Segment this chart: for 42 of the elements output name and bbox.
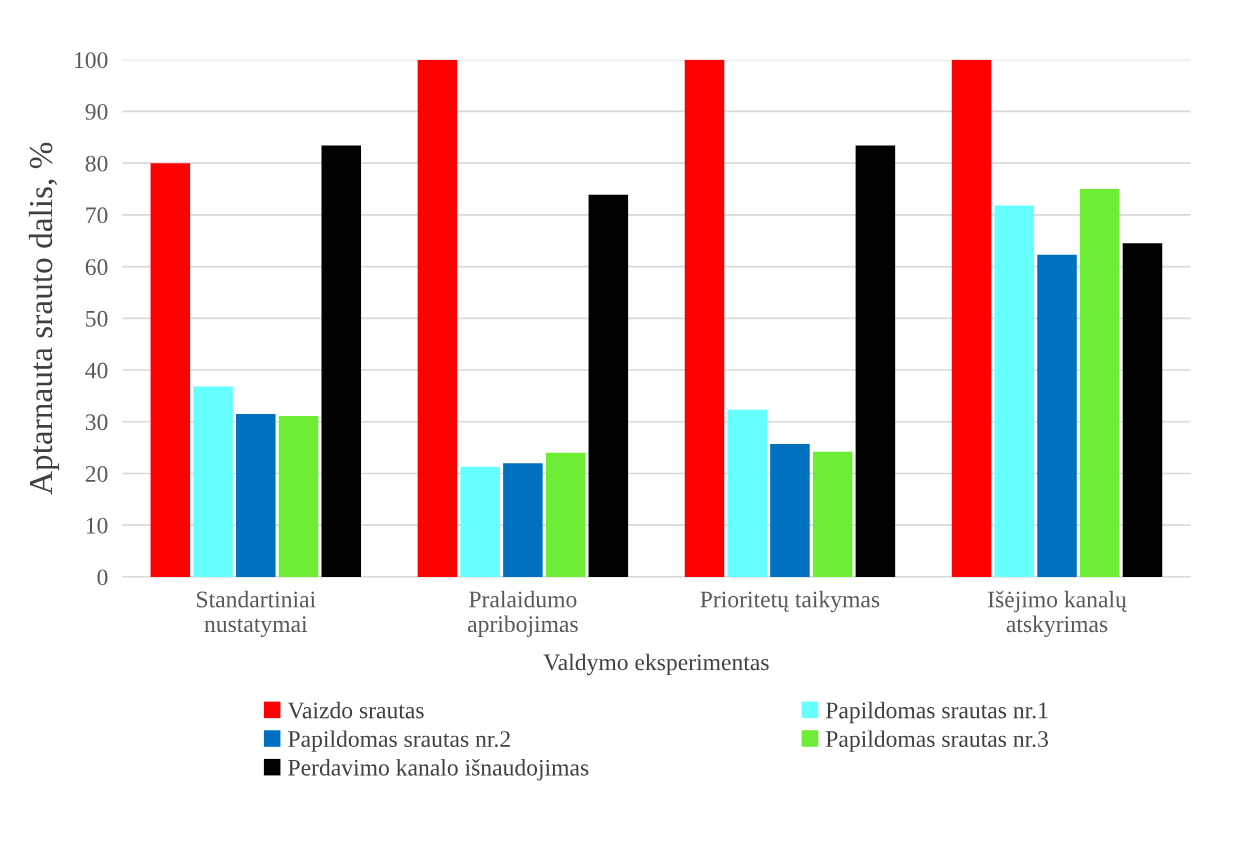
- legend-label: Perdavimo kanalo išnaudojimas: [288, 759, 589, 781]
- bar: [1122, 243, 1163, 577]
- x-axis-title: Valdymo eksperimentas: [543, 653, 769, 676]
- y-tick-label: 30: [85, 414, 108, 431]
- bar: [727, 409, 767, 577]
- bar: [460, 466, 500, 577]
- bar: [855, 145, 896, 577]
- bar: [812, 451, 853, 577]
- bar: [684, 59, 725, 577]
- bar: [417, 59, 458, 577]
- bar: [588, 194, 629, 577]
- y-tick-label: 40: [85, 362, 108, 379]
- legend-label: Papildomas srautas nr.2: [288, 730, 510, 752]
- bar: [150, 163, 191, 577]
- y-tick-label: 80: [85, 155, 108, 172]
- x-tick-label: Prioritetų taikymas: [700, 590, 880, 613]
- x-tick-label: Išėjimo kanalų atskyrimas: [988, 590, 1127, 638]
- y-tick-label: 10: [86, 517, 108, 534]
- y-tick-label: 70: [86, 207, 108, 224]
- bar: [321, 145, 362, 577]
- bar: [193, 386, 233, 577]
- y-axis-title: Aptarnauta srauto dalis, %: [28, 142, 60, 495]
- bar: [770, 444, 810, 577]
- bar: [503, 463, 543, 577]
- legend-label: Vaizdo srautas: [287, 701, 424, 719]
- bar: [1079, 189, 1120, 577]
- bar: [1037, 254, 1077, 577]
- bar: [951, 59, 992, 577]
- legend-label: Papildomas srautas nr.1: [825, 701, 1048, 724]
- x-tick-label: Standartiniai nustatymai: [197, 590, 316, 637]
- y-tick-label: 60: [85, 259, 108, 276]
- y-tick-label: 20: [85, 465, 108, 482]
- y-tick-label: 0: [97, 569, 108, 586]
- bar: [278, 416, 319, 577]
- legend-label: Papildomas srautas nr.3: [825, 730, 1048, 752]
- y-tick-label: 50: [86, 310, 108, 327]
- bar: [545, 452, 586, 577]
- bar: [994, 205, 1035, 577]
- bar: [236, 414, 276, 577]
- y-tick-label: 100: [75, 52, 108, 69]
- y-tick-label: 90: [85, 103, 108, 120]
- x-tick-label: Pralaidumo apribojimas: [467, 590, 578, 637]
